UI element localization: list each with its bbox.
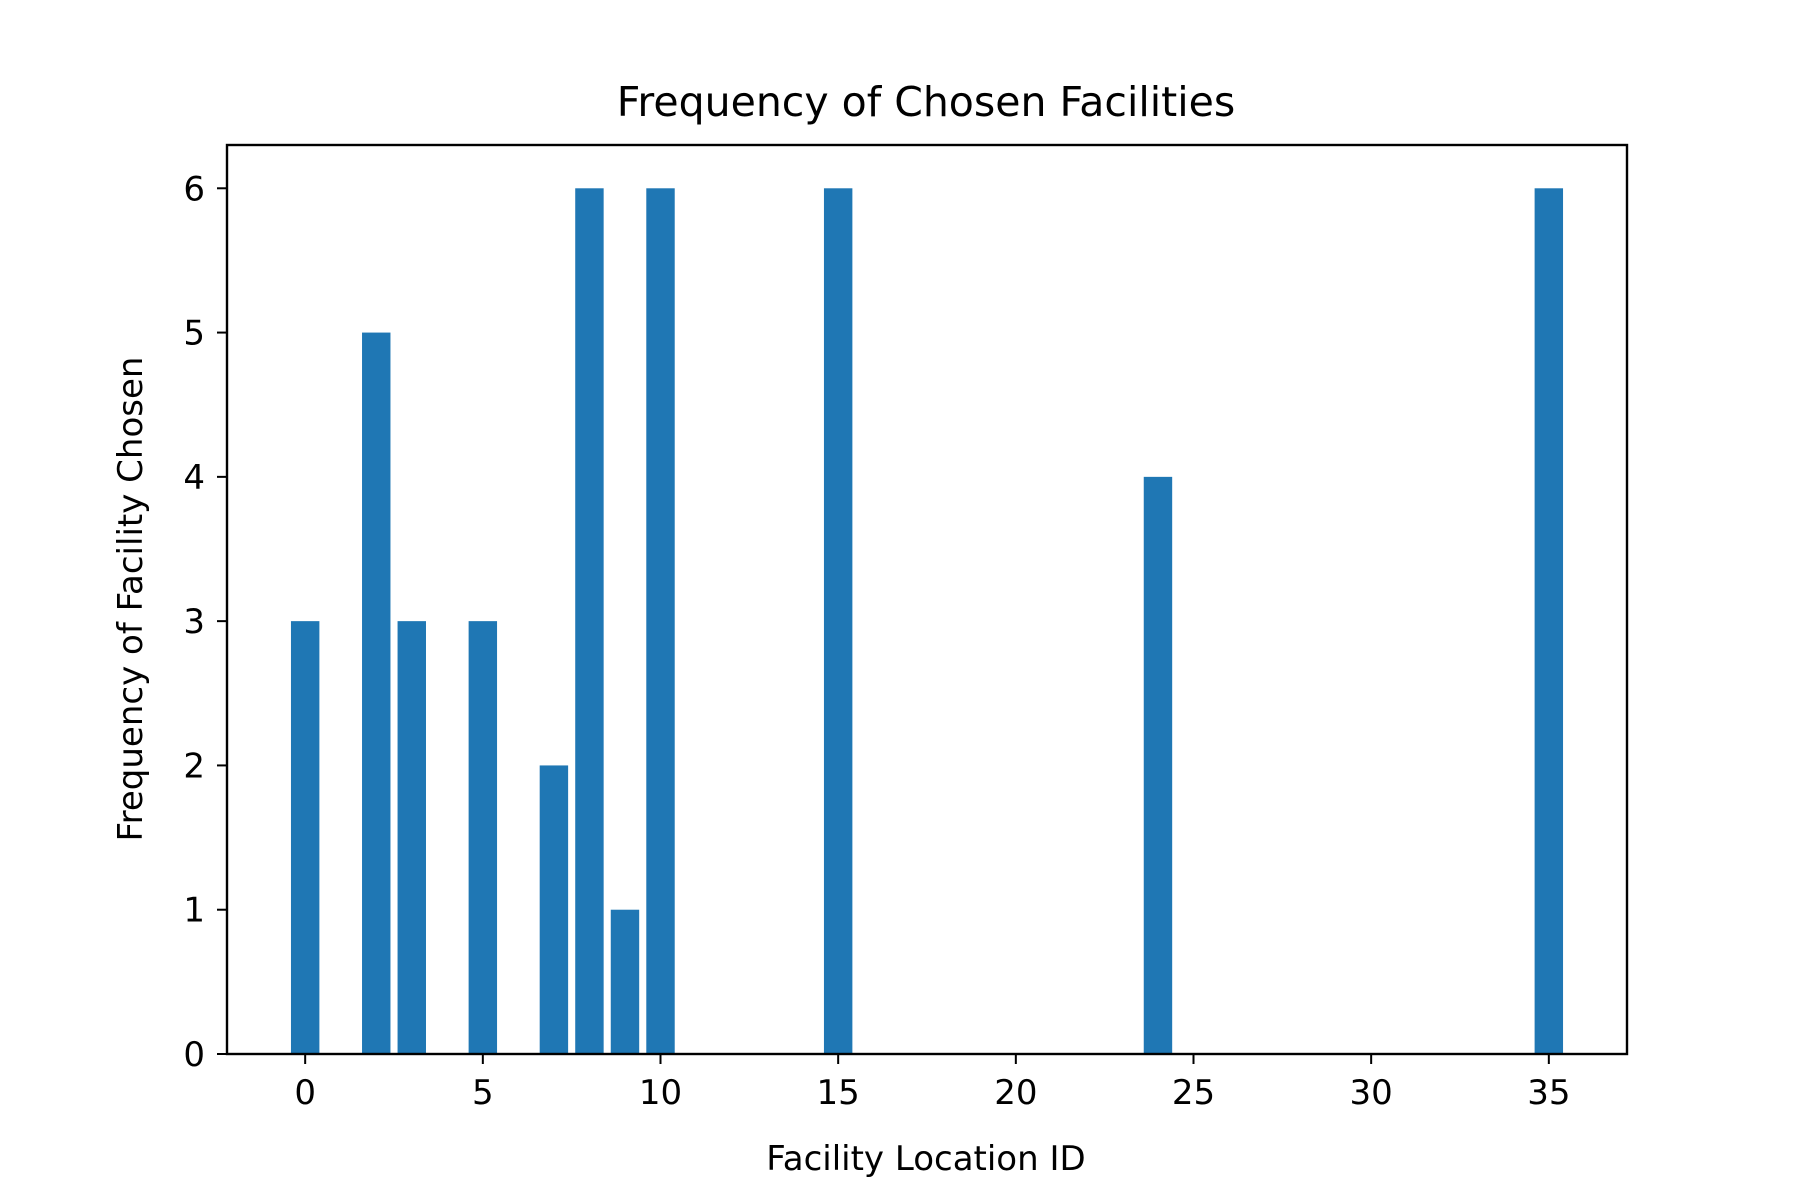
bar-facility-7 [539, 765, 569, 1054]
y-tick-label: 4 [183, 458, 205, 498]
bar-facility-24 [1143, 476, 1173, 1054]
x-axis-label: Facility Location ID [766, 1139, 1085, 1179]
y-tick-label: 2 [183, 746, 205, 786]
x-axis-ticks: 0 5 10 15 20 25 30 35 [294, 1054, 1570, 1113]
y-tick-label: 6 [183, 169, 205, 209]
x-tick-label: 30 [1350, 1073, 1393, 1113]
y-tick-label: 5 [183, 314, 205, 354]
bar-facility-3 [397, 621, 426, 1054]
y-axis-label: Frequency of Facility Chosen [111, 357, 151, 842]
bar-facility-8 [575, 188, 604, 1055]
bars-group [290, 188, 1564, 1055]
plot-frame [225, 143, 1629, 1056]
x-tick-label: 5 [472, 1073, 494, 1113]
bar-facility-35 [1534, 188, 1564, 1055]
bar-facility-5 [468, 621, 498, 1054]
chart-title: Frequency of Chosen Facilities [617, 78, 1235, 126]
x-tick-label: 20 [994, 1073, 1037, 1113]
bar-facility-2 [362, 332, 391, 1054]
bar-facility-0 [290, 621, 320, 1054]
x-tick-label: 15 [817, 1073, 860, 1113]
bar-facility-15 [823, 188, 853, 1055]
y-tick-label: 0 [183, 1035, 205, 1075]
bar-facility-9 [610, 909, 640, 1054]
y-tick-label: 3 [183, 602, 205, 642]
x-tick-label: 25 [1172, 1073, 1215, 1113]
x-tick-label: 35 [1527, 1073, 1570, 1113]
y-axis-ticks: 0 1 2 3 4 5 6 [183, 169, 227, 1075]
bar-facility-10 [646, 188, 675, 1055]
x-tick-label: 10 [639, 1073, 682, 1113]
y-tick-label: 1 [183, 891, 205, 931]
x-tick-label: 0 [294, 1073, 316, 1113]
